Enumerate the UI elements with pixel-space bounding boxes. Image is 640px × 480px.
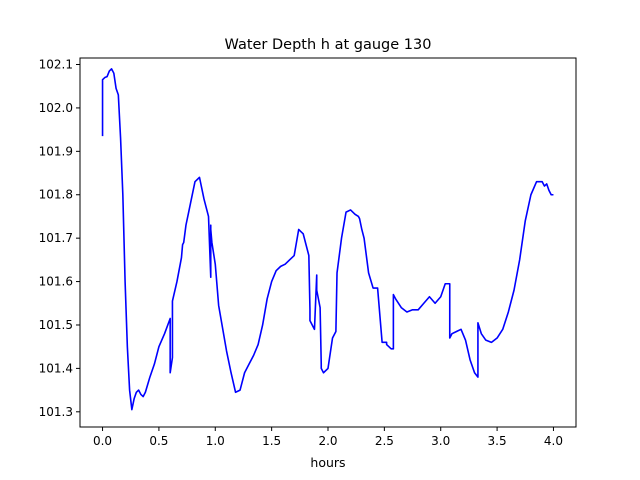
y-tick-label: 102.1 bbox=[39, 58, 73, 72]
y-tick-label: 101.7 bbox=[39, 231, 73, 245]
series-line-0 bbox=[101, 68, 554, 411]
y-tick-label: 101.9 bbox=[39, 144, 73, 158]
y-tick-label: 101.8 bbox=[39, 188, 73, 202]
x-tick-label: 2.5 bbox=[375, 434, 394, 448]
axes-ticks: 0.0 0.5 1.0 1.5 2.0 2.5 3.0 3.5 4.0 101.3 101.4 101… bbox=[39, 57, 577, 448]
x-tick-label: 1.0 bbox=[206, 434, 225, 448]
y-tick-label: 101.5 bbox=[39, 318, 73, 332]
y-tick-label: 102.0 bbox=[39, 101, 73, 115]
x-tick-label: 0.5 bbox=[149, 434, 168, 448]
y-tick-label: 101.3 bbox=[39, 405, 73, 419]
x-tick-label: 4.0 bbox=[544, 434, 563, 448]
y-tick-label: 101.4 bbox=[39, 361, 73, 375]
x-tick-label: 3.0 bbox=[431, 434, 450, 448]
x-tick-label: 0.0 bbox=[93, 434, 112, 448]
x-axis-label: hours bbox=[310, 455, 345, 470]
x-tick-label: 2.0 bbox=[318, 434, 337, 448]
x-tick-label: 3.5 bbox=[488, 434, 507, 448]
y-tick-label: 101.6 bbox=[39, 275, 73, 289]
chart-title: Water Depth h at gauge 130 bbox=[225, 37, 432, 53]
plot-area bbox=[101, 68, 554, 411]
x-tick-label: 1.5 bbox=[262, 434, 281, 448]
